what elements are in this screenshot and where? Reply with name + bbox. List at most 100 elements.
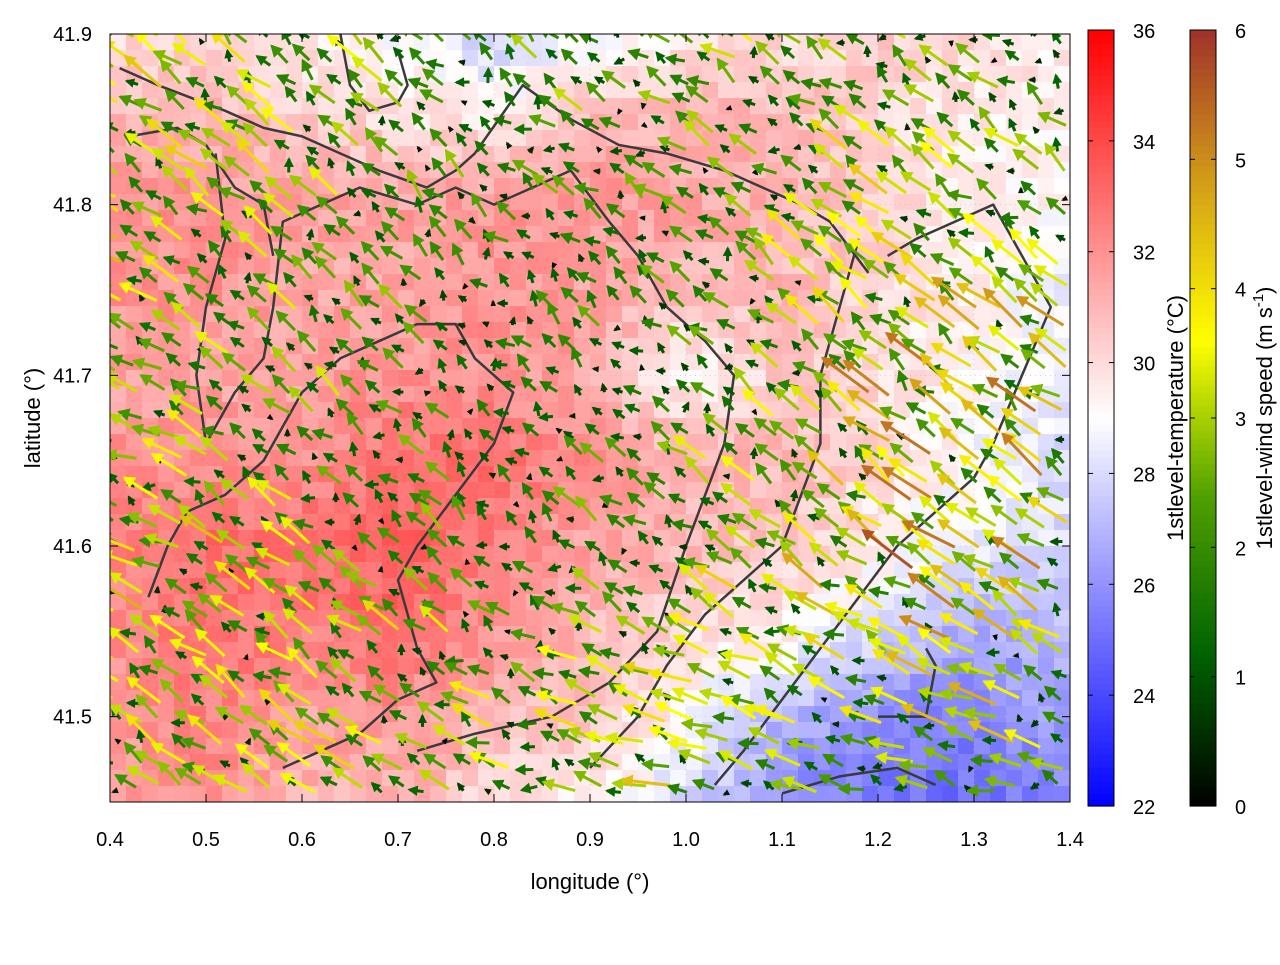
heatmap-cell bbox=[510, 274, 527, 291]
heatmap-cell bbox=[1054, 786, 1071, 803]
heatmap-cell bbox=[494, 178, 511, 195]
heatmap-cell bbox=[750, 210, 767, 227]
heatmap-cell bbox=[766, 130, 783, 147]
heatmap-cell bbox=[478, 514, 495, 531]
heatmap-cell bbox=[526, 498, 543, 515]
heatmap-cell bbox=[798, 50, 815, 67]
heatmap-cell bbox=[638, 450, 655, 467]
heatmap-cell bbox=[862, 66, 879, 83]
heatmap-cell bbox=[830, 402, 847, 419]
heatmap-cell bbox=[1022, 98, 1039, 115]
heatmap-cell bbox=[606, 370, 623, 387]
heatmap-cell bbox=[142, 674, 159, 691]
heatmap-cell bbox=[654, 210, 671, 227]
heatmap-cell bbox=[878, 146, 895, 163]
heatmap-cell bbox=[1054, 242, 1071, 259]
heatmap-cell bbox=[926, 610, 943, 627]
heatmap-cell bbox=[510, 402, 527, 419]
heatmap-cell bbox=[446, 578, 463, 595]
heatmap-cell bbox=[350, 194, 367, 211]
heatmap-cell bbox=[814, 786, 831, 803]
heatmap-cell bbox=[958, 98, 975, 115]
heatmap-cell bbox=[494, 738, 511, 755]
heatmap-cell bbox=[638, 786, 655, 803]
heatmap-cell bbox=[750, 594, 767, 611]
heatmap-cell bbox=[958, 178, 975, 195]
heatmap-cell bbox=[318, 482, 335, 499]
heatmap-cell bbox=[926, 82, 943, 99]
heatmap-cell bbox=[1038, 418, 1055, 435]
heatmap-cell bbox=[670, 306, 687, 323]
heatmap-cell bbox=[142, 722, 159, 739]
heatmap-cell bbox=[446, 514, 463, 531]
heatmap-cell bbox=[1022, 642, 1039, 659]
heatmap-cell bbox=[1022, 546, 1039, 563]
heatmap-cell bbox=[558, 370, 575, 387]
heatmap-cell bbox=[334, 786, 351, 803]
heatmap-cell bbox=[750, 130, 767, 147]
heatmap-cell bbox=[446, 546, 463, 563]
heatmap-cell bbox=[750, 786, 767, 803]
heatmap-cell bbox=[1038, 226, 1055, 243]
wind-arrow-head bbox=[158, 13, 171, 26]
wind-arrow bbox=[122, 18, 157, 35]
heatmap-cell bbox=[286, 226, 303, 243]
wind-arrow bbox=[85, 49, 113, 67]
heatmap-cell bbox=[830, 674, 847, 691]
heatmap-cell bbox=[814, 610, 831, 627]
heatmap-cell bbox=[110, 130, 127, 147]
heatmap-cell bbox=[206, 738, 223, 755]
heatmap-cell bbox=[238, 594, 255, 611]
heatmap-cell bbox=[846, 562, 863, 579]
heatmap-cell bbox=[398, 354, 415, 371]
heatmap-cell bbox=[574, 210, 591, 227]
heatmap-cell bbox=[382, 642, 399, 659]
heatmap-cell bbox=[110, 434, 127, 451]
heatmap-cell bbox=[478, 690, 495, 707]
heatmap-cell bbox=[158, 770, 175, 787]
heatmap-cell bbox=[1054, 546, 1071, 563]
heatmap-cell bbox=[462, 770, 479, 787]
heatmap-cell bbox=[238, 322, 255, 339]
heatmap-cell bbox=[206, 754, 223, 771]
heatmap-cell bbox=[750, 194, 767, 211]
heatmap-cell bbox=[702, 194, 719, 211]
wind-arrow-head bbox=[720, 15, 733, 28]
heatmap-cell bbox=[654, 786, 671, 803]
heatmap-cell bbox=[430, 418, 447, 435]
heatmap-cell bbox=[254, 258, 271, 275]
heatmap-cell bbox=[174, 338, 191, 355]
heatmap-cell bbox=[606, 530, 623, 547]
heatmap-cell bbox=[702, 66, 719, 83]
heatmap-cell bbox=[382, 258, 399, 275]
heatmap-cell bbox=[830, 66, 847, 83]
wind-arrow-head bbox=[78, 183, 91, 195]
wind-arrow bbox=[82, 272, 113, 286]
heatmap-cell bbox=[334, 258, 351, 275]
heatmap-cell bbox=[910, 738, 927, 755]
heatmap-cell bbox=[878, 722, 895, 739]
heatmap-cell bbox=[926, 98, 943, 115]
heatmap-cell bbox=[254, 34, 271, 51]
heatmap-cell bbox=[142, 546, 159, 563]
heatmap-cell bbox=[766, 722, 783, 739]
heatmap-cell bbox=[990, 178, 1007, 195]
heatmap-cell bbox=[478, 258, 495, 275]
heatmap-cell bbox=[526, 322, 543, 339]
heatmap-cell bbox=[158, 34, 175, 51]
heatmap-cell bbox=[494, 306, 511, 323]
heatmap-cell bbox=[734, 274, 751, 291]
heatmap-cell bbox=[334, 82, 351, 99]
heatmap-cell bbox=[462, 642, 479, 659]
heatmap-cell bbox=[558, 546, 575, 563]
heatmap-cell bbox=[782, 130, 799, 147]
heatmap-cell bbox=[1054, 578, 1071, 595]
heatmap-cell bbox=[526, 610, 543, 627]
heatmap-cell bbox=[1038, 434, 1055, 451]
heatmap-cell bbox=[446, 274, 463, 291]
heatmap-cell bbox=[622, 786, 639, 803]
heatmap-cell bbox=[974, 498, 991, 515]
heatmap-cell bbox=[206, 50, 223, 67]
heatmap-cell bbox=[158, 642, 175, 659]
heatmap-cell bbox=[654, 226, 671, 243]
